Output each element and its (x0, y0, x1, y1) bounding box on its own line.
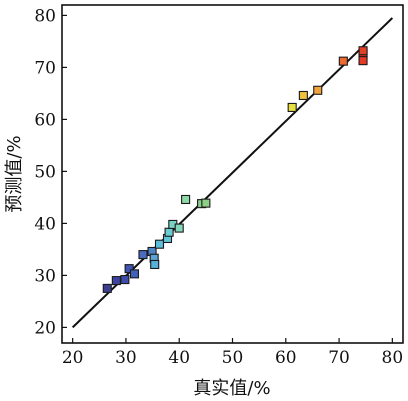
data-point (174, 223, 184, 233)
data-point (338, 56, 348, 66)
data-point (150, 259, 160, 270)
x-tick-label: 80 (382, 348, 404, 368)
x-tick-label: 20 (62, 348, 84, 368)
y-tick-label: 20 (34, 318, 56, 338)
x-tick-label: 70 (328, 348, 350, 368)
y-tick-label: 30 (34, 266, 56, 286)
data-point (138, 250, 148, 260)
data-point (358, 56, 368, 66)
x-tick-label: 30 (115, 348, 137, 368)
data-point (287, 102, 297, 112)
data-point (102, 283, 112, 293)
data-point (154, 239, 165, 249)
data-point (201, 198, 211, 208)
data-point (124, 264, 134, 274)
data-point (181, 194, 191, 205)
data-points (102, 46, 368, 293)
data-point (111, 276, 121, 286)
y-tick-label: 80 (34, 6, 56, 26)
x-axis-ticks: 20 30 40 50 60 70 80 (62, 338, 403, 368)
data-point (358, 46, 368, 56)
data-point (298, 90, 308, 101)
x-tick-label: 60 (275, 348, 297, 368)
y-axis-title: 预测值/% (4, 135, 25, 212)
y-tick-label: 60 (34, 110, 56, 130)
x-tick-label: 40 (168, 348, 190, 368)
y-tick-label: 50 (34, 162, 56, 182)
x-tick-label: 50 (222, 348, 244, 368)
data-point (313, 85, 323, 95)
y-tick-label: 40 (34, 214, 56, 234)
y-tick-label: 70 (34, 58, 56, 78)
x-axis-title: 真实值/% (193, 378, 270, 399)
data-point (120, 275, 130, 285)
y-axis-ticks: 20 30 40 50 60 70 80 (34, 6, 67, 338)
data-point (129, 269, 140, 279)
data-point (164, 227, 174, 237)
